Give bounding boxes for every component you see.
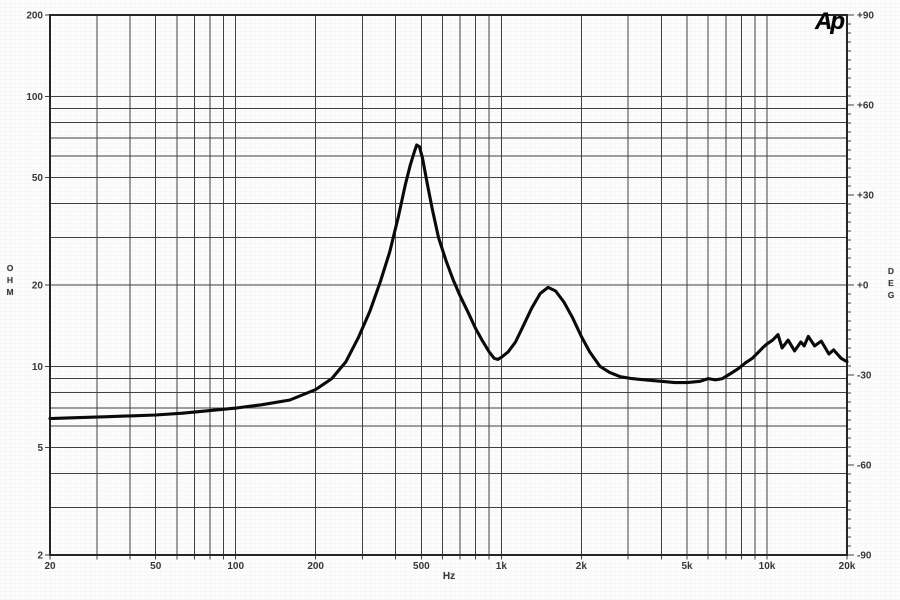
- hz-tick-label: 100: [227, 561, 244, 572]
- hz-tick-label: 50: [150, 561, 162, 572]
- hz-tick-label: 5k: [681, 561, 693, 572]
- y-axis-right-title: DEG: [886, 266, 896, 302]
- deg-tick-label: -30: [857, 371, 872, 382]
- hz-tick-label: 200: [307, 561, 324, 572]
- deg-tick-label: +0: [857, 281, 869, 292]
- hz-tick-label: 20k: [839, 561, 856, 572]
- x-axis-title: Hz: [442, 571, 456, 582]
- deg-tick-label: +60: [857, 101, 874, 112]
- hz-tick-label: 500: [413, 561, 430, 572]
- hz-tick-label: 1k: [496, 561, 508, 572]
- ohm-tick-label: 20: [32, 281, 44, 292]
- ohm-tick-label: 50: [32, 173, 44, 184]
- ohm-tick-label: 100: [26, 92, 43, 103]
- deg-tick-label: -90: [857, 551, 872, 562]
- plot-border: [49, 14, 848, 556]
- deg-tick-label: -60: [857, 461, 872, 472]
- ohm-tick-label: 5: [37, 443, 43, 454]
- deg-tick-label: +90: [857, 11, 874, 22]
- impedance-curve: [48, 143, 849, 421]
- y-axis-left-title: OHM: [5, 263, 15, 299]
- hz-tick-label: 20: [44, 561, 56, 572]
- hz-tick-label: 10k: [759, 561, 776, 572]
- audio-precision-logo: Ap: [815, 8, 845, 35]
- ohm-tick-label: 200: [26, 11, 43, 22]
- ohm-tick-label: 2: [37, 551, 43, 562]
- deg-tick-label: +30: [857, 191, 874, 202]
- hz-tick-label: 2k: [576, 561, 588, 572]
- ohm-tick-label: 10: [32, 362, 44, 373]
